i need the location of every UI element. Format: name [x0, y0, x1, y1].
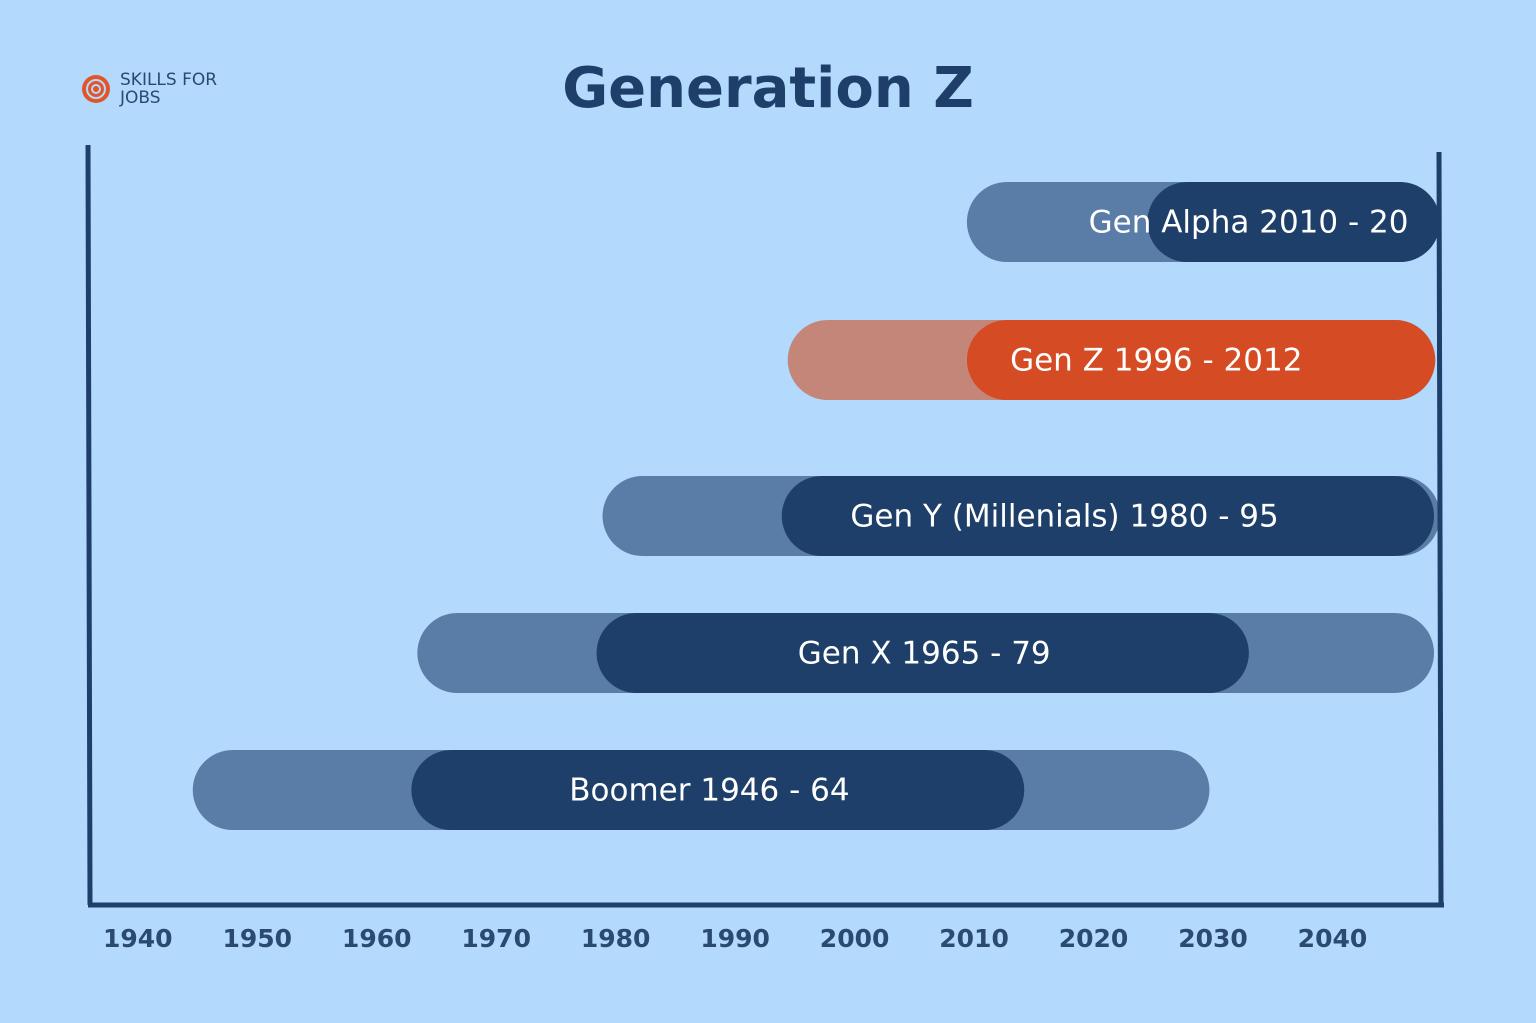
x-tick-label: 2030 [1178, 924, 1248, 953]
x-tick-label: 2010 [939, 924, 1009, 953]
core-bar [781, 476, 1435, 556]
x-tick-label: 2000 [820, 924, 890, 953]
logo-text: SKILLS FOR [120, 70, 217, 90]
core-bar [966, 320, 1436, 400]
y-axis-line [85, 144, 93, 906]
x-tick-label: 1940 [103, 924, 173, 953]
logo-text: JOBS [119, 88, 161, 108]
chart-title: Generation Z [562, 56, 974, 121]
bar-label: Boomer 1946 - 64 [569, 773, 849, 809]
core-bar [596, 613, 1249, 693]
logo: SKILLS FOR JOBS [82, 70, 217, 108]
x-tick-label: 1950 [222, 924, 292, 953]
x-tick-label: 2040 [1298, 924, 1368, 953]
x-ticks: 1940 1950 1960 1970 1980 1990 2000 2010 2020 2030… [103, 924, 1367, 953]
x-tick-label: 1970 [461, 924, 531, 953]
right-axis-line [1436, 151, 1444, 906]
bar-label: Gen Z 1996 - 2012 [1010, 343, 1302, 379]
x-tick-label: 1990 [700, 924, 770, 953]
core-bar [1147, 182, 1438, 262]
x-tick-label: 1960 [342, 924, 412, 953]
bar-label: Gen Alpha 2010 - 20 [1089, 205, 1409, 241]
bar-labels: Gen Alpha 2010 - 20 Gen Z 1996 - 2012 Gen … [569, 205, 1408, 809]
core-bar [411, 750, 1025, 830]
axes [85, 144, 1444, 908]
bar-label: Gen X 1965 - 79 [798, 636, 1051, 672]
x-tick-label: 2020 [1059, 924, 1129, 953]
logo-icon-ring [91, 84, 101, 94]
bar-label: Gen Y (Millenials) 1980 - 95 [850, 499, 1278, 535]
logo-icon-ring [86, 79, 106, 99]
x-tick-label: 1980 [581, 924, 651, 953]
bars [192, 182, 1438, 830]
